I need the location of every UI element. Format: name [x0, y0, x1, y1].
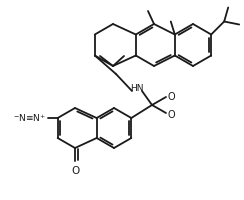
Text: HN: HN — [130, 84, 144, 93]
Text: O: O — [168, 92, 176, 101]
Text: O: O — [71, 165, 79, 175]
Text: O: O — [168, 109, 176, 119]
Text: $^{-}$N≡N$^{+}$: $^{-}$N≡N$^{+}$ — [13, 112, 47, 123]
